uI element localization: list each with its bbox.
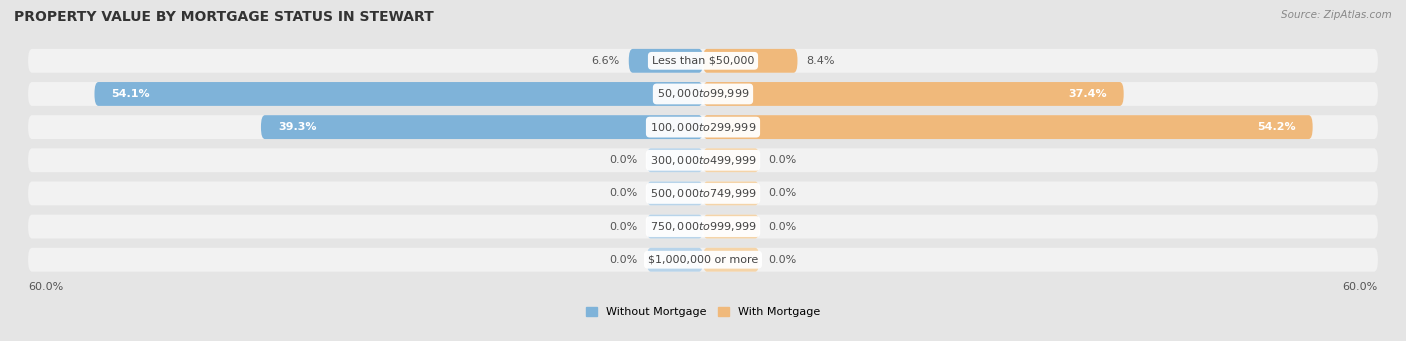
FancyBboxPatch shape [262,115,703,139]
Text: 37.4%: 37.4% [1069,89,1107,99]
FancyBboxPatch shape [647,148,703,172]
FancyBboxPatch shape [28,248,1378,272]
Text: 0.0%: 0.0% [768,189,796,198]
FancyBboxPatch shape [28,82,1378,106]
Text: 0.0%: 0.0% [610,155,638,165]
Text: 0.0%: 0.0% [610,255,638,265]
Text: $500,000 to $749,999: $500,000 to $749,999 [650,187,756,200]
Text: 39.3%: 39.3% [278,122,316,132]
Text: 54.1%: 54.1% [111,89,150,99]
FancyBboxPatch shape [28,181,1378,205]
FancyBboxPatch shape [94,82,703,106]
Text: 0.0%: 0.0% [768,155,796,165]
FancyBboxPatch shape [703,115,1313,139]
Text: Source: ZipAtlas.com: Source: ZipAtlas.com [1281,10,1392,20]
Text: PROPERTY VALUE BY MORTGAGE STATUS IN STEWART: PROPERTY VALUE BY MORTGAGE STATUS IN STE… [14,10,434,24]
Text: 0.0%: 0.0% [610,189,638,198]
Text: 60.0%: 60.0% [28,282,63,292]
Text: $50,000 to $99,999: $50,000 to $99,999 [657,87,749,101]
Text: Less than $50,000: Less than $50,000 [652,56,754,66]
Text: $300,000 to $499,999: $300,000 to $499,999 [650,154,756,167]
Text: 0.0%: 0.0% [768,222,796,232]
FancyBboxPatch shape [703,248,759,272]
FancyBboxPatch shape [703,82,1123,106]
FancyBboxPatch shape [703,214,759,238]
Text: 6.6%: 6.6% [592,56,620,66]
Text: 0.0%: 0.0% [610,222,638,232]
Text: 8.4%: 8.4% [807,56,835,66]
Text: 60.0%: 60.0% [1343,282,1378,292]
FancyBboxPatch shape [28,115,1378,139]
Text: 0.0%: 0.0% [768,255,796,265]
FancyBboxPatch shape [647,214,703,238]
Text: $1,000,000 or more: $1,000,000 or more [648,255,758,265]
FancyBboxPatch shape [703,181,759,205]
Legend: Without Mortgage, With Mortgage: Without Mortgage, With Mortgage [586,307,820,317]
FancyBboxPatch shape [647,181,703,205]
FancyBboxPatch shape [703,148,759,172]
FancyBboxPatch shape [647,248,703,272]
FancyBboxPatch shape [703,49,797,73]
FancyBboxPatch shape [28,214,1378,238]
Text: 54.2%: 54.2% [1257,122,1296,132]
FancyBboxPatch shape [28,49,1378,73]
FancyBboxPatch shape [628,49,703,73]
Text: $750,000 to $999,999: $750,000 to $999,999 [650,220,756,233]
FancyBboxPatch shape [28,148,1378,172]
Text: $100,000 to $299,999: $100,000 to $299,999 [650,121,756,134]
